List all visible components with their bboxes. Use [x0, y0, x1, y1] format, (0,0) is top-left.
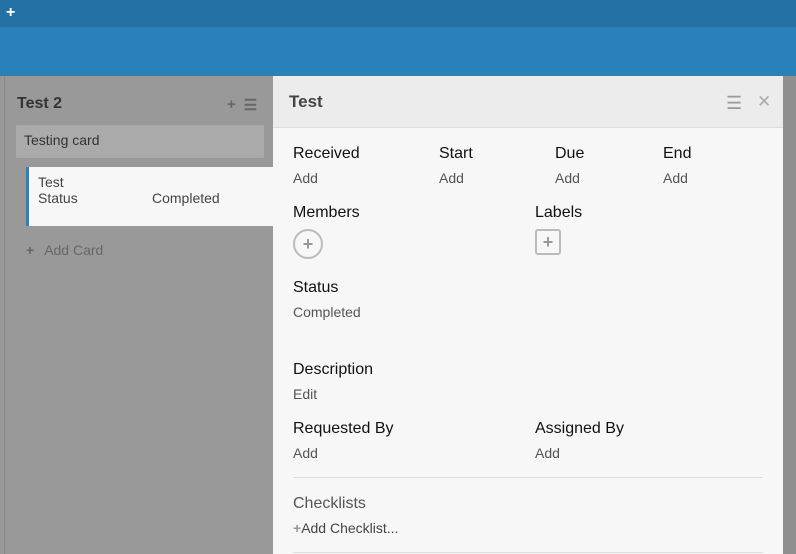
divider: [293, 552, 763, 553]
card-detail-title[interactable]: Test: [289, 92, 323, 111]
list-column: Test 2 + ☰ Testing card Test Status Comple…: [4, 76, 286, 554]
received-label: Received: [293, 145, 360, 162]
add-checklist-button[interactable]: +Add Checklist...: [293, 520, 398, 536]
requested-by-label: Requested By: [293, 420, 394, 437]
add-checklist-label: Add Checklist...: [301, 520, 399, 536]
add-card-label: Add Card: [44, 242, 104, 258]
menu-icon[interactable]: ☰: [726, 93, 743, 113]
card[interactable]: Testing card: [16, 125, 264, 158]
add-card-icon[interactable]: +: [227, 96, 236, 113]
close-icon[interactable]: ✕: [757, 92, 772, 111]
card-selected[interactable]: Test Status Completed: [26, 167, 286, 226]
start-label: Start: [439, 145, 473, 162]
list-title: Test 2: [17, 95, 63, 112]
add-card-button[interactable]: + Add Card: [26, 242, 103, 258]
list-menu-icon[interactable]: ☰: [243, 97, 258, 114]
status-label: Status: [293, 279, 339, 296]
end-add[interactable]: Add: [663, 170, 688, 186]
card-field-value: Completed: [152, 190, 220, 206]
card-title: Testing card: [24, 132, 100, 148]
plus-icon: +: [26, 242, 35, 258]
due-add[interactable]: Add: [555, 170, 580, 186]
add-member-icon[interactable]: +: [293, 229, 323, 259]
top-bar: +: [0, 0, 796, 27]
add-label-icon[interactable]: +: [535, 229, 561, 255]
plus-icon[interactable]: +: [6, 4, 16, 21]
description-label: Description: [293, 361, 374, 378]
card-field-label: Status: [38, 190, 78, 206]
status-value[interactable]: Completed: [293, 304, 361, 320]
start-add[interactable]: Add: [439, 170, 464, 186]
assigned-by-add[interactable]: Add: [535, 445, 560, 461]
due-label: Due: [555, 145, 585, 162]
members-label: Members: [293, 204, 360, 221]
labels-label: Labels: [535, 204, 583, 221]
end-label: End: [663, 145, 692, 162]
plus-icon: +: [293, 520, 302, 536]
requested-by-add[interactable]: Add: [293, 445, 318, 461]
assigned-by-label: Assigned By: [535, 420, 624, 437]
next-list-edge: [783, 76, 796, 554]
checklists-label: Checklists: [293, 495, 366, 512]
card-detail-panel: Test ☰ ✕ Received Add Start Add Due Add …: [273, 76, 783, 554]
board-header: [0, 27, 796, 76]
card-title: Test: [38, 174, 64, 190]
description-edit[interactable]: Edit: [293, 386, 318, 402]
divider: [293, 477, 763, 478]
received-add[interactable]: Add: [293, 170, 318, 186]
